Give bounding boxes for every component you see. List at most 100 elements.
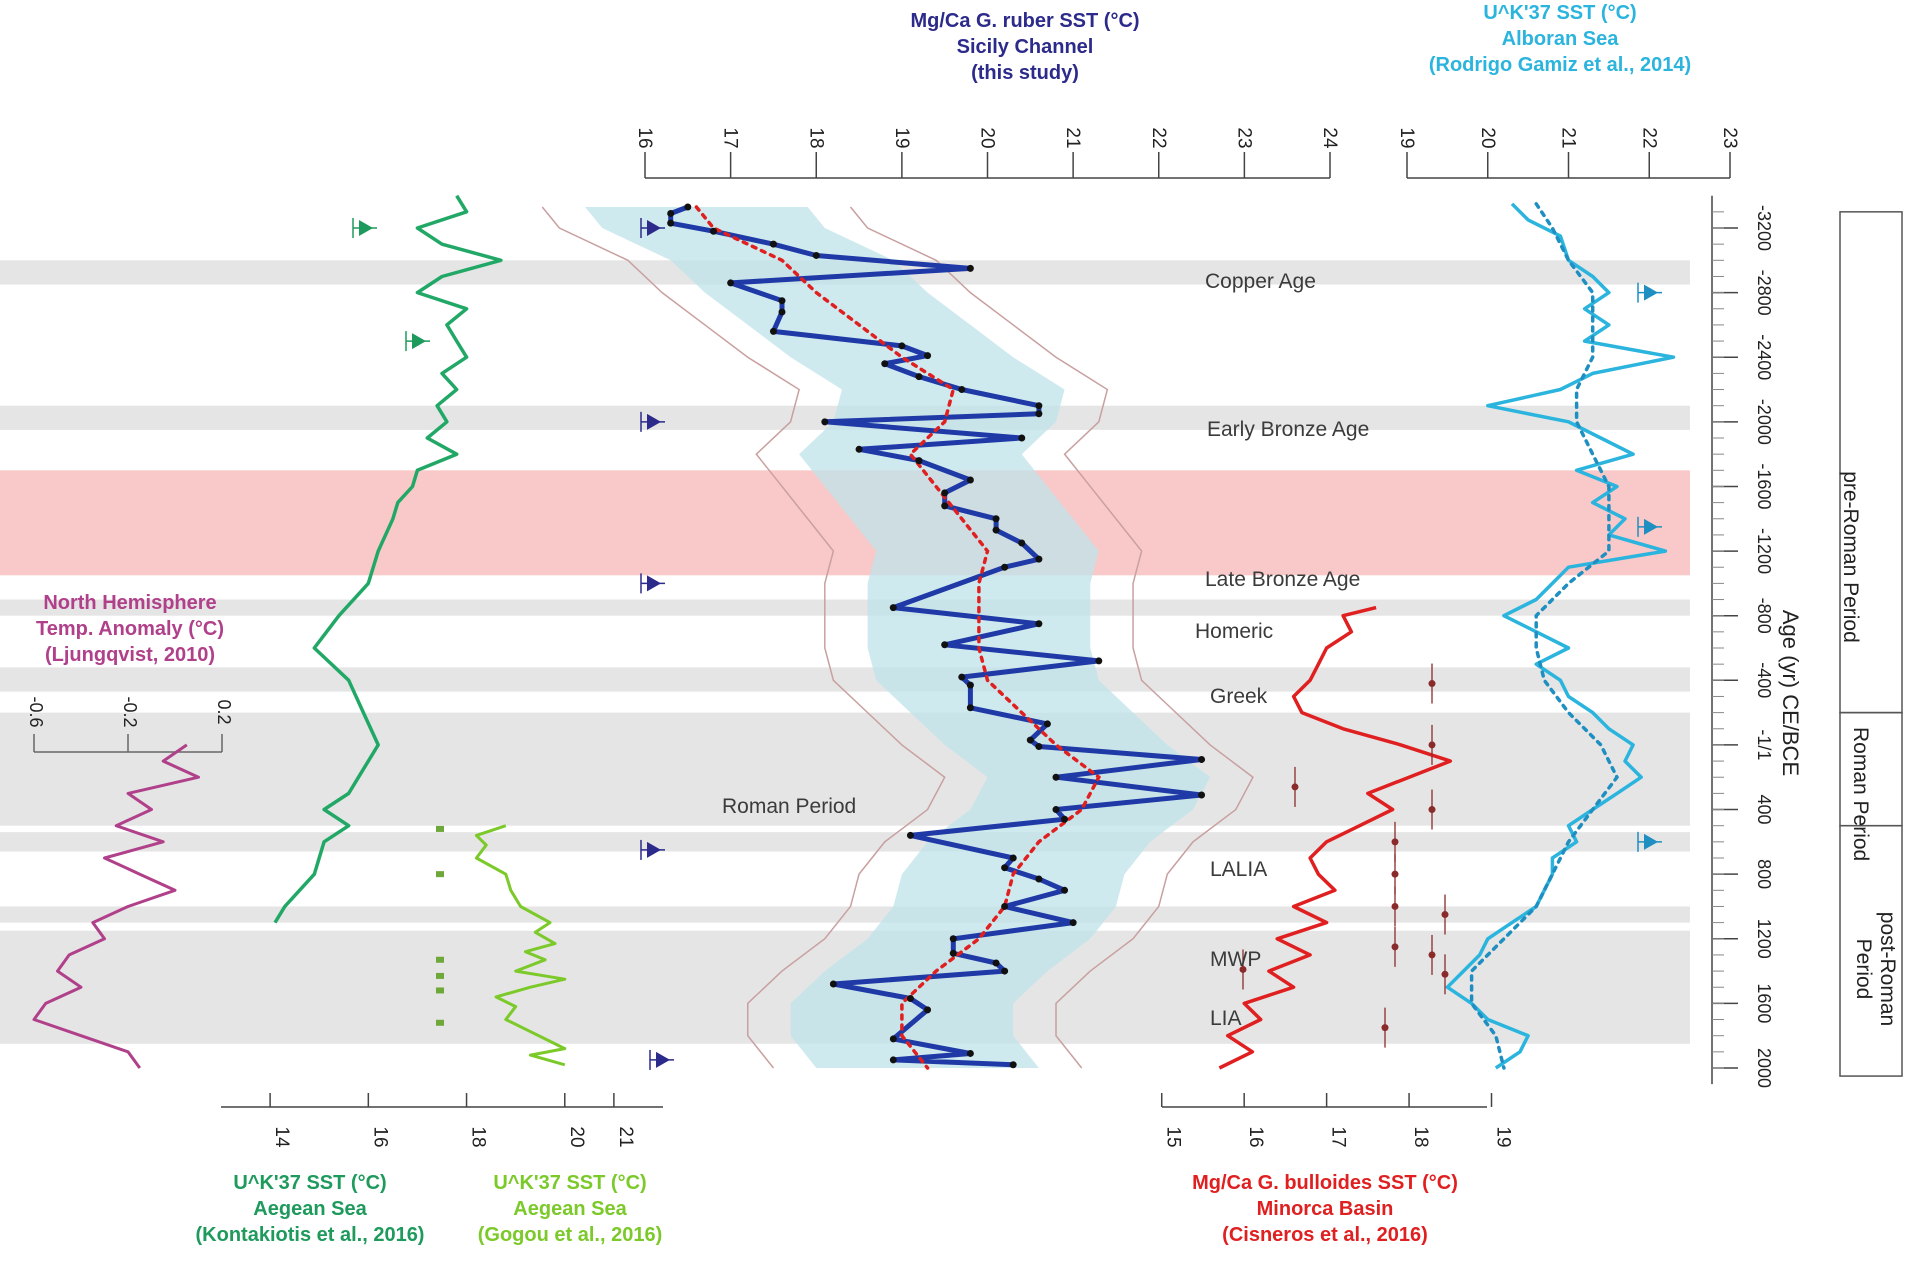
- gogou-date-marker: [436, 825, 444, 832]
- sicily-data-point: [966, 1049, 974, 1057]
- sicily-data-point: [941, 489, 949, 497]
- minorca-date-point: [1239, 965, 1247, 973]
- sicily-data-point: [906, 831, 914, 839]
- sicily-data-point: [966, 264, 974, 272]
- sicily-data-point: [1001, 967, 1009, 975]
- sicily-data-point: [881, 360, 889, 368]
- sicily-data-point: [1009, 1061, 1017, 1069]
- age-axis-label: Age (yr) CE/BCE: [1778, 609, 1803, 777]
- sicily-data-point: [1061, 815, 1069, 823]
- sicily-data-point: [1069, 919, 1077, 927]
- gogou-date-marker: [436, 956, 444, 963]
- sicily-data-point: [829, 980, 837, 988]
- sicily-data-point: [966, 704, 974, 712]
- era-label-post-roman-text: post-Roman Period: [1852, 911, 1899, 1027]
- aegean-axis-tick-label: 18: [468, 1126, 489, 1147]
- sicily-data-point: [915, 457, 923, 465]
- age-axis-tick-label: -1200: [1754, 528, 1774, 574]
- sicily-data-point: [1018, 434, 1026, 442]
- sicily-data-point: [1198, 791, 1206, 799]
- series-line-3: [474, 824, 567, 1067]
- sicily-data-point: [778, 297, 786, 305]
- sicily-data-point: [1043, 720, 1051, 728]
- sicily-data-point: [898, 342, 906, 350]
- period-band-roman-period: [0, 712, 1690, 826]
- sicily-axis-tick-label: 22: [1148, 127, 1169, 148]
- sicily-data-point: [941, 641, 949, 649]
- sicily-data-point: [992, 959, 1000, 967]
- age-axis-tick-label: -3200: [1754, 205, 1774, 251]
- sicily-axis-title-line-3: (this study): [971, 62, 1079, 84]
- sicily-data-point: [889, 604, 897, 612]
- sicily-data-point: [727, 279, 735, 287]
- minorca-axis: 15 16 17 18 19: [1160, 1093, 1514, 1148]
- series-line-5: [32, 743, 200, 1069]
- dating-markers: [352, 218, 1662, 1070]
- sicily-axis-tick-label: 21: [1062, 127, 1083, 148]
- aegean-axis: 14 16 18 20 21: [221, 1093, 663, 1148]
- period-label-lia: LIA: [1210, 1007, 1242, 1030]
- minorca-date-point: [1428, 806, 1436, 814]
- period-label-late-bronze-age: Late Bronze Age: [1205, 568, 1361, 591]
- age-axis-tick-label: 800: [1754, 859, 1774, 889]
- sicily-data-point: [769, 327, 777, 335]
- aegean-axis-tick-label: 21: [615, 1126, 636, 1147]
- gogou-date-marker: [436, 1019, 444, 1026]
- sicily-data-point: [1001, 902, 1009, 910]
- sicily-data-point: [1001, 563, 1009, 571]
- sicily-data-point: [992, 515, 1000, 523]
- minorca-date-point: [1428, 951, 1436, 959]
- minorca-axis-tick-label: 15: [1163, 1126, 1184, 1147]
- minorca-date-point: [1391, 838, 1399, 846]
- period-label-lalia: LALIA: [1210, 858, 1268, 881]
- age-axis-tick-label: 2000: [1754, 1048, 1774, 1088]
- dating-triangle: [656, 1051, 670, 1068]
- sicily-data-point: [949, 949, 957, 957]
- sicily-data-point: [1035, 410, 1043, 418]
- age-axis-tick-label: 400: [1754, 795, 1774, 825]
- sicily-data-point: [1095, 657, 1103, 665]
- sicily-data-point: [1001, 864, 1009, 872]
- series-line-4: [1218, 605, 1453, 1070]
- nh-anomaly-axis-tick-label: 0.2: [214, 699, 234, 724]
- gogou-date-marker: [436, 871, 444, 878]
- axes: 16 17 18 19 20 21 22 23 24 19 20 21 22 23 14 16 18 20 21 15…: [26, 127, 1903, 1148]
- sicily-envelope-fill: [585, 207, 1211, 1068]
- sicily-data-point: [992, 526, 1000, 534]
- sicily-data-point: [1061, 886, 1069, 894]
- nh-anomaly-axis-tick-label: -0.6: [26, 696, 46, 727]
- sicily-axis-tick-label: 16: [634, 127, 655, 148]
- alboran-axis-tick-label: 21: [1558, 127, 1579, 148]
- sicily-data-point: [667, 219, 675, 227]
- sicily-axis-title-line-1: Mg/Ca G. ruber SST (°C): [910, 10, 1140, 32]
- alboran-axis-title-line-2: Alboran Sea: [1501, 28, 1619, 50]
- alboran-axis-title-line-3: (Rodrigo Gamiz et al., 2014): [1428, 54, 1692, 76]
- sicily-data-point: [949, 935, 957, 943]
- sicily-data-point: [924, 352, 932, 360]
- sicily-axis-tick-label: 19: [891, 127, 912, 148]
- sicily-data-point: [1035, 875, 1043, 883]
- aegean-gogou-axis-title-line-3: (Gogou et al., 2016): [477, 1224, 663, 1246]
- nh-anomaly-axis-title-line-1: North Hemisphere: [43, 592, 217, 614]
- alboran-axis-tick-label: 20: [1477, 127, 1498, 148]
- minorca-axis-tick-label: 17: [1328, 1126, 1349, 1147]
- nh-anomaly-axis-title: North Hemisphere Temp. Anomaly (°C) (Lju…: [0, 590, 260, 668]
- period-label-homeric: Homeric: [1195, 620, 1274, 643]
- age-axis-tick-label: -2400: [1754, 334, 1774, 380]
- dating-triangle: [1644, 518, 1658, 535]
- sicily-data-point: [958, 673, 966, 681]
- series-line-2: [273, 194, 503, 924]
- sicily-data-point: [769, 240, 777, 248]
- sicily-uncertainty-envelope: [541, 206, 1254, 1069]
- sicily-axis-title-line-2: Sicily Channel: [956, 36, 1094, 58]
- aegean-axis-tick-label: 14: [271, 1126, 292, 1148]
- sicily-data-point: [667, 209, 675, 217]
- sicily-data-point: [1035, 402, 1043, 410]
- sicily-data-point: [1052, 806, 1060, 814]
- aegean-gogou-axis-title-line-2: Aegean Sea: [513, 1198, 627, 1220]
- minorca-date-point: [1381, 1024, 1389, 1032]
- sicily-data-point: [1026, 736, 1034, 744]
- nh-anomaly-axis: -0.6 -0.2 0.2: [26, 696, 234, 753]
- aegean-kontakiotis-axis-title-line-3: (Kontakiotis et al., 2016): [195, 1224, 425, 1246]
